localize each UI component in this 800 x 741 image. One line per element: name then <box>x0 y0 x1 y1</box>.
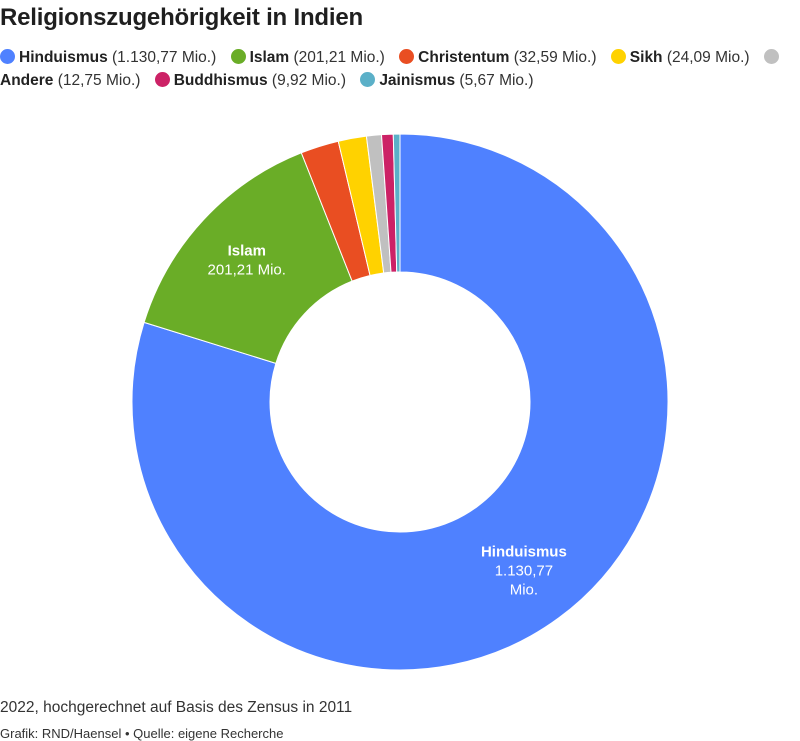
slice-islam <box>143 152 353 365</box>
legend-value: (9,92 Mio.) <box>267 72 346 89</box>
legend-label: Christentum <box>418 49 510 66</box>
legend-swatch <box>230 49 246 64</box>
chart-note: 2022, hochgerechnet auf Basis des Zensus… <box>0 699 353 716</box>
legend-label: Andere <box>0 72 54 89</box>
legend-value: (32,59 Mio.) <box>509 49 597 66</box>
chart-title: Religionszugehörigkeit in Indien <box>0 4 363 31</box>
chart-legend: Hinduismus (1.130,77 Mio.) Islam (201,21… <box>0 46 790 92</box>
legend-item-buddhismus: Buddhismus (9,92 Mio.) <box>154 72 346 89</box>
slice-jainismus <box>392 133 401 273</box>
legend-value: (12,75 Mio.) <box>53 72 141 89</box>
legend-swatch <box>610 49 626 64</box>
legend-swatch <box>399 49 415 64</box>
legend-label: Jainismus <box>379 72 456 89</box>
chart-source: Grafik: RND/Haensel • Quelle: eigene Rec… <box>0 726 284 741</box>
legend-label: Sikh <box>629 49 663 66</box>
slice-label-value: 1.130,77 <box>495 562 553 579</box>
slice-label-value: Mio. <box>510 581 538 598</box>
legend-value: (5,67 Mio.) <box>455 72 534 89</box>
legend-value: (1.130,77 Mio.) <box>107 49 217 66</box>
legend-item-hinduismus: Hinduismus (1.130,77 Mio.) <box>0 49 216 66</box>
donut-chart: Hinduismus 1.130,77 Mio. Islam 201,21 Mio. <box>131 133 669 671</box>
legend-swatch <box>0 49 15 64</box>
legend-item-sikh: Sikh (24,09 Mio.) <box>610 49 750 66</box>
legend-item-andere: Andere (12,75 Mio.) <box>0 49 783 89</box>
legend-item-christentum: Christentum (32,59 Mio.) <box>399 49 596 66</box>
legend-item-jainismus: Jainismus (5,67 Mio.) <box>360 72 534 89</box>
legend-value: (24,09 Mio.) <box>662 49 750 66</box>
legend-swatch <box>763 49 779 64</box>
slice-label-value: 201,21 Mio. <box>208 261 286 278</box>
legend-label: Islam <box>249 49 290 66</box>
legend-item-islam: Islam (201,21 Mio.) <box>230 49 385 66</box>
legend-value: (201,21 Mio.) <box>289 49 385 66</box>
legend-label: Buddhismus <box>173 72 268 89</box>
slice-label-name: Hinduismus <box>481 543 567 560</box>
legend-swatch <box>154 72 170 87</box>
slice-label-name: Islam <box>228 242 266 259</box>
legend-label: Hinduismus <box>19 49 108 66</box>
legend-swatch <box>360 72 376 87</box>
slice-hinduismus <box>131 133 669 671</box>
